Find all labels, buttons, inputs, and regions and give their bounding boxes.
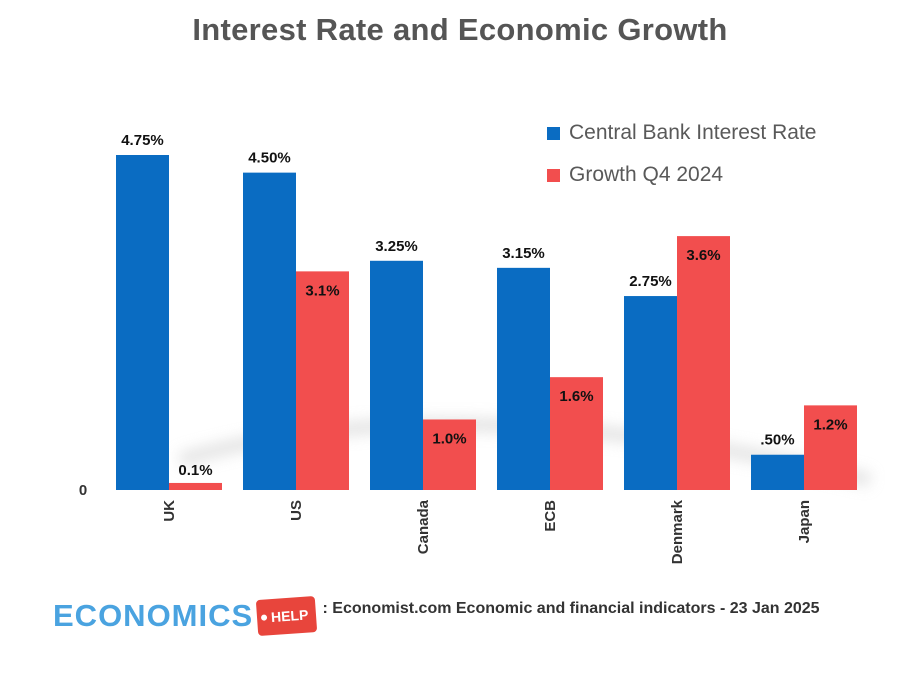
source-note: : Economist.com Economic and financial i… [322,600,820,617]
growth-label-japan: 1.2% [813,416,847,433]
legend-swatch-interest-rate [547,126,560,140]
category-label-japan: Japan [796,500,813,543]
interest-bar-japan [751,454,804,490]
footer: ECONOMICS HELP : Economist.com Economic … [53,595,820,637]
legend-label-interest-rate: Central Bank Interest Rate [569,121,817,144]
interest-label-us: 4.50% [248,150,291,167]
growth-bar-ecb [550,377,603,490]
growth-bar-us [296,271,349,490]
growth-label-denmark: 3.6% [686,247,720,264]
legend-item-growth: Growth Q4 2024 [547,154,816,196]
category-label-us: US [288,500,305,521]
help-tag-logo: HELP [256,595,318,637]
economics-help-logo: ECONOMICS [53,598,254,633]
interest-bar-denmark [624,296,677,490]
category-label-ecb: ECB [542,500,559,532]
interest-label-denmark: 2.75% [629,273,672,290]
category-label-uk: UK [161,500,178,522]
growth-bar-japan [804,405,857,490]
growth-label-us: 3.1% [305,282,339,299]
interest-bar-uk [116,155,169,490]
chart-title: Interest Rate and Economic Growth [192,12,728,47]
legend-item-interest-rate: Central Bank Interest Rate [547,112,816,154]
growth-bar-canada [423,419,476,490]
chart-legend: Central Bank Interest Rate Growth Q4 202… [547,112,816,196]
interest-label-japan: .50% [760,432,794,449]
category-label-denmark: Denmark [669,499,686,564]
growth-bar-denmark [677,236,730,490]
interest-label-ecb: 3.15% [502,245,545,262]
legend-label-growth: Growth Q4 2024 [569,163,724,186]
growth-label-canada: 1.0% [432,430,466,447]
interest-bar-ecb [497,267,550,490]
interest-bar-us [243,172,296,490]
interest-label-uk: 4.75% [121,132,164,149]
category-label-canada: Canada [415,499,432,554]
growth-label-uk: 0.1% [178,462,212,479]
interest-bar-canada [370,260,423,490]
legend-swatch-growth [547,168,560,182]
growth-bar-uk [169,482,222,490]
growth-label-ecb: 1.6% [559,388,593,405]
y-zero-label: 0 [79,482,87,499]
interest-label-canada: 3.25% [375,238,418,255]
